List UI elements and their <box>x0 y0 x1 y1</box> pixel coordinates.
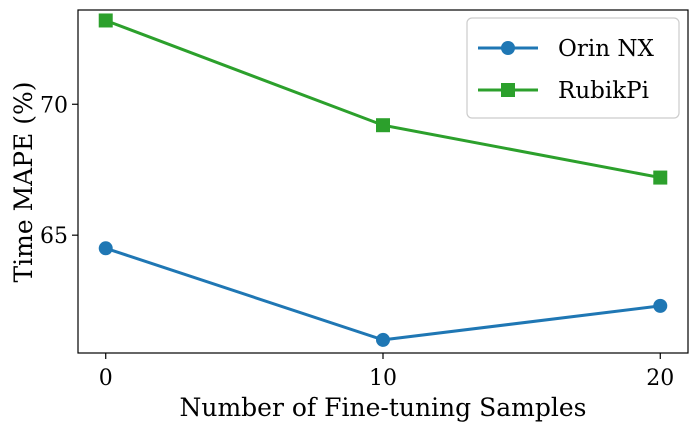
x-tick-label: 20 <box>646 366 674 391</box>
series-rubikpi <box>98 13 668 185</box>
data-point-orin-nx <box>376 332 390 347</box>
legend-box <box>466 17 680 119</box>
y-axis-title: Time MAPE (%) <box>9 81 38 282</box>
data-point-orin-nx <box>98 241 113 256</box>
data-point-rubikpi <box>98 13 113 28</box>
x-tick-label: 10 <box>369 366 397 391</box>
legend-label: RubikPi <box>558 78 649 104</box>
y-tick-label: 65 <box>40 224 68 249</box>
y-tick-label: 70 <box>40 93 68 118</box>
legend-item-rubikpi: RubikPi <box>478 78 649 104</box>
data-point-rubikpi <box>653 170 668 185</box>
series-layer <box>98 13 668 347</box>
legend-label: Orin NX <box>558 36 654 62</box>
y-axis-ticks: 65 70 <box>40 93 78 249</box>
data-point-orin-nx <box>653 298 668 313</box>
legend-swatch-marker <box>501 41 515 55</box>
legend-swatch-marker <box>501 83 515 97</box>
x-tick-label: 0 <box>99 366 113 391</box>
legend: Orin NX RubikPi <box>466 17 680 119</box>
x-axis-ticks: 0 10 20 <box>99 353 674 391</box>
legend-item-orin-nx: Orin NX <box>478 36 654 62</box>
data-point-rubikpi <box>376 118 390 133</box>
x-axis-title: Number of Fine-tuning Samples <box>180 393 587 422</box>
series-orin-nx <box>98 241 668 347</box>
